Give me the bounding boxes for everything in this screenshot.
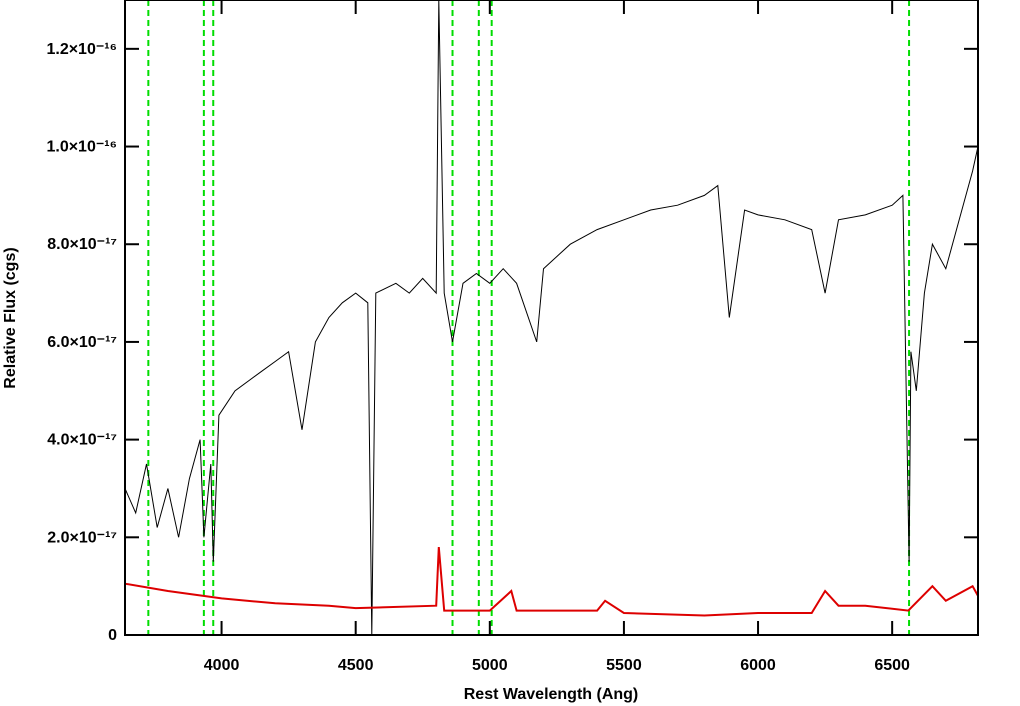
y-tick-label: 0 bbox=[108, 627, 117, 644]
spectrum-line bbox=[124, 0, 979, 636]
x-tick-label: 5000 bbox=[472, 657, 508, 674]
x-tick-label: 4000 bbox=[204, 657, 240, 674]
x-axis-label: Rest Wavelength (Ang) bbox=[464, 686, 639, 703]
y-tick-label: 4.0×10⁻¹⁷ bbox=[47, 432, 117, 449]
spectrum-line bbox=[124, 547, 979, 617]
y-tick-label: 1.0×10⁻¹⁶ bbox=[46, 139, 117, 156]
y-axis-label: Relative Flux (cgs) bbox=[2, 247, 19, 388]
y-tick-label: 2.0×10⁻¹⁷ bbox=[47, 529, 117, 546]
x-tick-label: 4500 bbox=[338, 657, 374, 674]
plot-frame bbox=[124, 0, 979, 636]
y-tick-label: 1.2×10⁻¹⁶ bbox=[46, 41, 117, 58]
x-tick-label: 6500 bbox=[874, 657, 910, 674]
y-tick-label: 8.0×10⁻¹⁷ bbox=[47, 236, 117, 253]
y-tick-label: 6.0×10⁻¹⁷ bbox=[47, 334, 117, 351]
x-tick-label: 6000 bbox=[740, 657, 776, 674]
x-tick-label: 5500 bbox=[606, 657, 642, 674]
